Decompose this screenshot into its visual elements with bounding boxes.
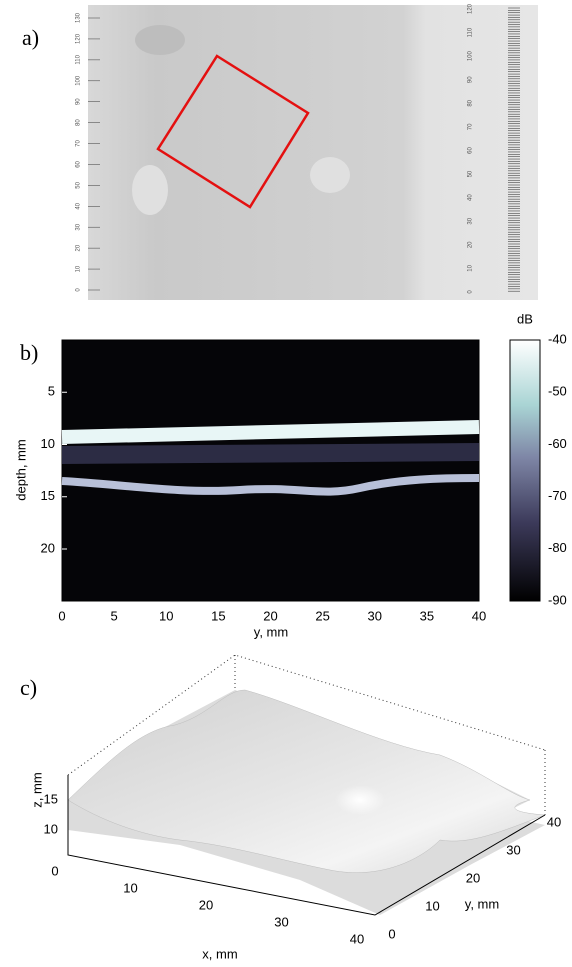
x-tick-label: 30: [368, 608, 382, 623]
y-tick-label: 30: [506, 842, 520, 857]
ruler-label: 80: [76, 119, 82, 126]
colorbar-tick-label: -60: [548, 436, 567, 451]
ruler-label: 110: [76, 54, 82, 64]
x-tick-label: 30: [274, 914, 288, 929]
y-tick-label: 5: [48, 384, 55, 399]
ruler-label: 60: [76, 160, 82, 167]
colorbar-tick-label: -90: [548, 592, 567, 607]
ruler-label: 110: [468, 27, 474, 37]
x-tick-label: 10: [123, 880, 137, 895]
ruler-label: 0: [76, 288, 82, 292]
axes: [67, 775, 546, 916]
x-tick-label: 40: [472, 608, 486, 623]
x-tick-label: 0: [58, 608, 65, 623]
ruler-label: 30: [468, 217, 474, 224]
colorbar: [509, 339, 541, 602]
ruler-label: 70: [468, 123, 474, 130]
ruler-label: 120: [468, 3, 474, 14]
x-tick-label: 35: [420, 608, 434, 623]
y-tick-label: 10: [425, 898, 439, 913]
texture: [132, 165, 168, 215]
x-tick-label: 40: [350, 931, 364, 946]
ruler-label: 130: [76, 12, 82, 23]
panel-label: b): [20, 340, 38, 365]
ruler-label: 20: [76, 244, 82, 251]
colorbar-tick-label: -80: [548, 540, 567, 555]
ruler-label: 70: [76, 140, 82, 147]
ruler-label: 30: [76, 223, 82, 230]
y-tick-label: 20: [466, 870, 480, 885]
x-tick-label: 25: [315, 608, 329, 623]
speckle: [61, 443, 480, 464]
y-tick-label: 20: [41, 540, 55, 555]
surface: [67, 689, 546, 873]
ruler-label: 90: [76, 98, 82, 105]
z-tick-label: 15: [44, 791, 58, 806]
ruler-label: 60: [468, 147, 474, 154]
ruler-label: 40: [76, 202, 82, 209]
x-tick-label: 0: [51, 863, 58, 878]
ruler-label: 100: [76, 75, 82, 86]
ruler-label: 20: [468, 241, 474, 248]
colorbar-tick-label: -70: [548, 488, 567, 503]
surface-echo: [61, 420, 480, 444]
y-label: depth, mm: [13, 439, 28, 500]
x-label: x, mm: [202, 946, 237, 961]
texture: [135, 25, 185, 55]
ruler-label: 10: [76, 265, 82, 272]
y-tick-label: 15: [41, 488, 55, 503]
ruler-label: 0: [468, 290, 474, 294]
ruler-label: 120: [76, 33, 82, 44]
panel-label: c): [20, 675, 37, 700]
ruler-label: 50: [468, 170, 474, 177]
ruler-label: 40: [468, 194, 474, 201]
x-tick-label: 20: [263, 608, 277, 623]
z-label: z, mm: [29, 772, 44, 807]
x-tick-label: 15: [211, 608, 225, 623]
y-tick-label: 0: [388, 926, 395, 941]
bottom-echo: [61, 474, 480, 496]
x-tick-label: 10: [159, 608, 173, 623]
y-label: y, mm: [465, 896, 499, 911]
z-tick-label: 10: [44, 821, 58, 836]
ruler-label: 100: [468, 51, 474, 62]
ruler-label: 90: [468, 76, 474, 83]
panel-label: a): [22, 25, 39, 50]
colorbar-tick-label: -50: [548, 384, 567, 399]
ruler-label: 10: [468, 264, 474, 271]
texture: [310, 157, 350, 193]
y-tick-label: 40: [547, 814, 561, 829]
x-label: y, mm: [254, 624, 288, 639]
ruler-label: 80: [468, 99, 474, 106]
bscan: [61, 339, 480, 602]
surface-highlight: [335, 785, 385, 815]
x-tick-label: 20: [199, 897, 213, 912]
colorbar-title: dB: [517, 311, 533, 326]
x-tick-label: 5: [111, 608, 118, 623]
roi-box: [156, 54, 310, 209]
y-tick-label: 10: [41, 436, 55, 451]
colorbar-tick-label: -40: [548, 331, 567, 346]
ruler-label: 50: [76, 181, 82, 188]
